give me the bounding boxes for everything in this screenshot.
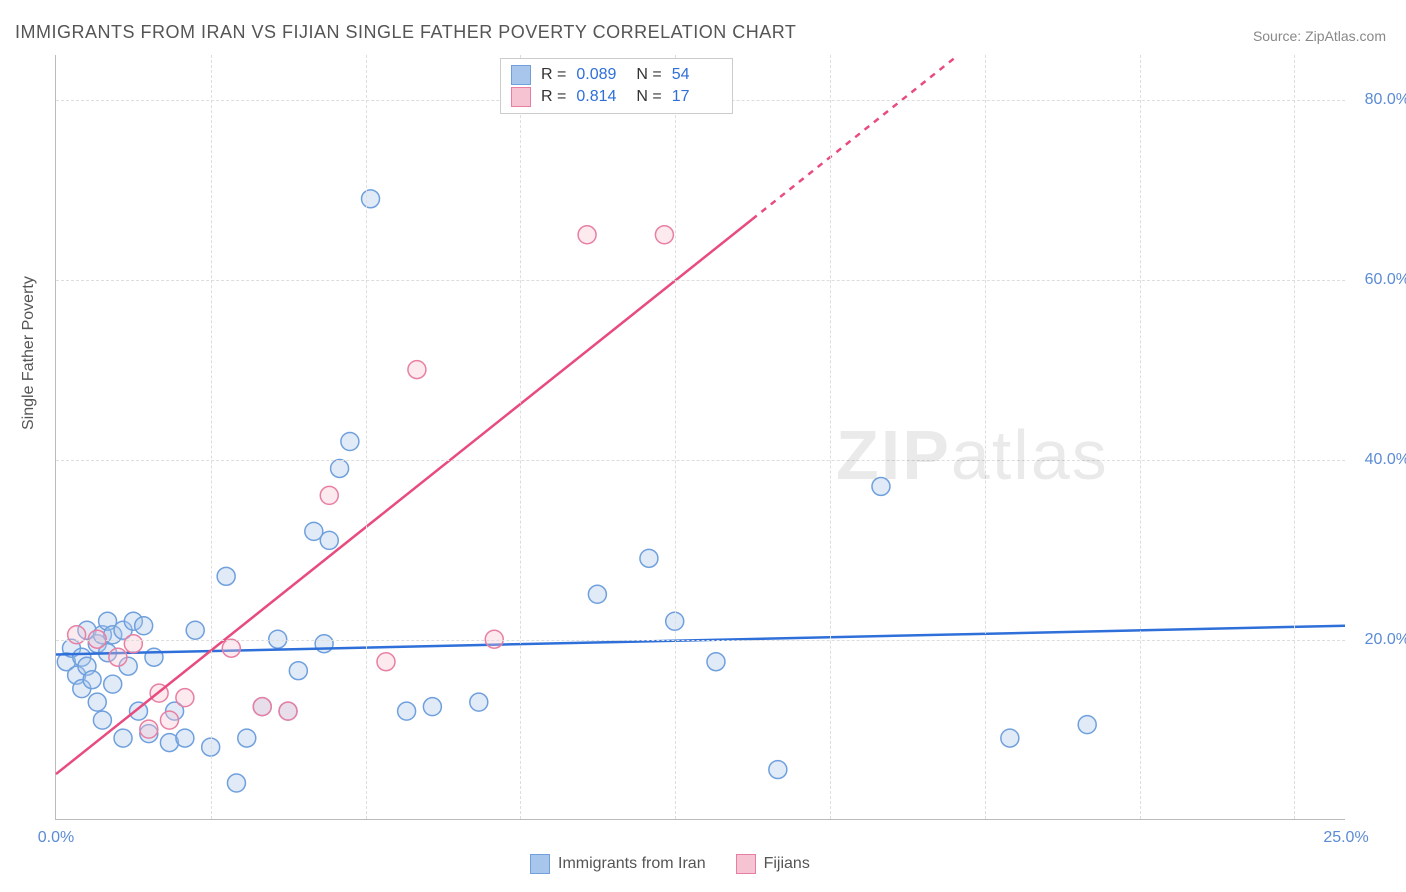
legend-r-label: R = <box>541 88 566 106</box>
scatter-point <box>83 671 101 689</box>
legend-swatch <box>511 65 531 85</box>
scatter-point <box>315 635 333 653</box>
legend-r-value: 0.089 <box>576 66 626 84</box>
scatter-point <box>872 477 890 495</box>
scatter-point <box>279 702 297 720</box>
scatter-point <box>217 567 235 585</box>
scatter-point <box>176 729 194 747</box>
scatter-point <box>140 720 158 738</box>
scatter-point <box>377 653 395 671</box>
gridline-v <box>1294 55 1295 819</box>
y-tick-label: 20.0% <box>1350 631 1406 649</box>
series-legend: Immigrants from Iran Fijians <box>530 854 810 874</box>
chart-svg <box>56 55 1345 819</box>
series-legend-label: Fijians <box>764 855 810 873</box>
scatter-point <box>109 648 127 666</box>
scatter-point <box>578 226 596 244</box>
scatter-point <box>423 698 441 716</box>
x-tick-label: 25.0% <box>1323 829 1368 847</box>
correlation-legend-row: R = 0.814 N = 17 <box>511 87 722 107</box>
scatter-point <box>707 653 725 671</box>
legend-r-value: 0.814 <box>576 88 626 106</box>
scatter-point <box>470 693 488 711</box>
gridline-v <box>366 55 367 819</box>
gridline-v <box>985 55 986 819</box>
gridline-h <box>56 640 1345 641</box>
gridline-v <box>211 55 212 819</box>
scatter-point <box>408 361 426 379</box>
series-legend-item: Immigrants from Iran <box>530 854 706 874</box>
legend-r-label: R = <box>541 66 566 84</box>
scatter-point <box>114 729 132 747</box>
scatter-point <box>186 621 204 639</box>
legend-n-value: 17 <box>672 88 722 106</box>
scatter-point <box>362 190 380 208</box>
scatter-point <box>289 662 307 680</box>
scatter-point <box>135 617 153 635</box>
scatter-point <box>320 486 338 504</box>
scatter-point <box>145 648 163 666</box>
y-tick-label: 80.0% <box>1350 91 1406 109</box>
series-legend-item: Fijians <box>736 854 810 874</box>
scatter-point <box>124 635 142 653</box>
gridline-h <box>56 280 1345 281</box>
legend-swatch <box>511 87 531 107</box>
scatter-point <box>93 711 111 729</box>
plot-area: ZIPatlas 20.0%40.0%60.0%80.0%0.0%25.0% <box>55 55 1345 820</box>
scatter-point <box>160 711 178 729</box>
chart-title: IMMIGRANTS FROM IRAN VS FIJIAN SINGLE FA… <box>15 22 796 43</box>
scatter-point <box>588 585 606 603</box>
y-tick-label: 40.0% <box>1350 451 1406 469</box>
legend-swatch <box>736 854 756 874</box>
legend-swatch <box>530 854 550 874</box>
scatter-point <box>320 531 338 549</box>
scatter-point <box>253 698 271 716</box>
correlation-legend: R = 0.089 N = 54 R = 0.814 N = 17 <box>500 58 733 114</box>
scatter-point <box>1001 729 1019 747</box>
scatter-point <box>104 675 122 693</box>
scatter-point <box>222 639 240 657</box>
scatter-point <box>68 626 86 644</box>
scatter-point <box>227 774 245 792</box>
y-tick-label: 60.0% <box>1350 271 1406 289</box>
x-tick-label: 0.0% <box>38 829 74 847</box>
scatter-point <box>176 689 194 707</box>
scatter-point <box>769 761 787 779</box>
source-attribution: Source: ZipAtlas.com <box>1253 28 1386 44</box>
scatter-point <box>655 226 673 244</box>
gridline-v <box>520 55 521 819</box>
scatter-point <box>341 433 359 451</box>
scatter-point <box>238 729 256 747</box>
legend-n-label: N = <box>636 88 661 106</box>
trend-line-dashed <box>752 55 958 219</box>
gridline-h <box>56 460 1345 461</box>
gridline-v <box>830 55 831 819</box>
gridline-v <box>675 55 676 819</box>
scatter-point <box>331 459 349 477</box>
gridline-v <box>1140 55 1141 819</box>
legend-n-label: N = <box>636 66 661 84</box>
legend-n-value: 54 <box>672 66 722 84</box>
scatter-point <box>640 549 658 567</box>
scatter-point <box>88 693 106 711</box>
y-axis-label: Single Father Poverty <box>20 276 38 430</box>
correlation-legend-row: R = 0.089 N = 54 <box>511 65 722 85</box>
trend-line-solid <box>56 219 752 774</box>
series-legend-label: Immigrants from Iran <box>558 855 706 873</box>
scatter-point <box>1078 716 1096 734</box>
scatter-point <box>398 702 416 720</box>
